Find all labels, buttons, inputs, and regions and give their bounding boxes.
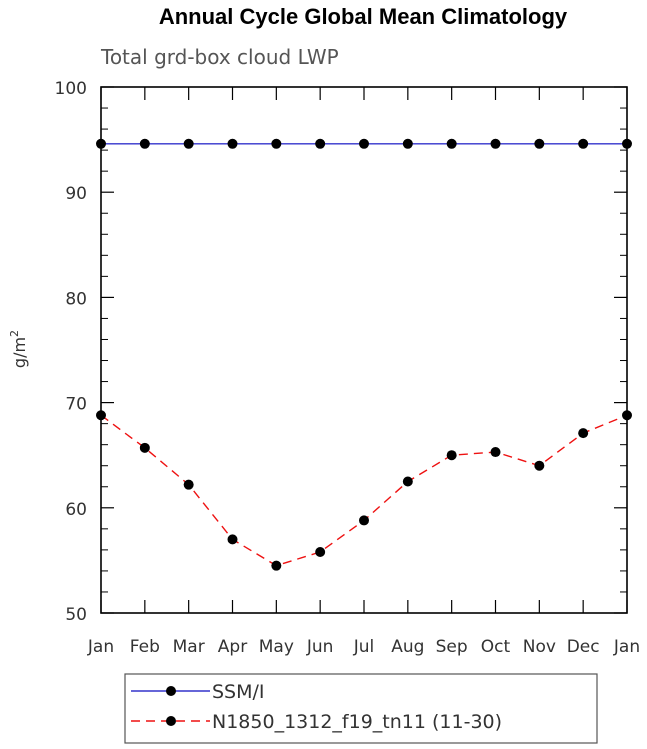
legend-entries: SSM/I N1850_1312_f19_tn11 (11-30) [131, 681, 502, 733]
y-axis-label-unit: g/m [10, 337, 29, 368]
data-point-series-1 [446, 138, 457, 149]
data-point-series-1 [534, 138, 545, 149]
data-point-series-1 [183, 138, 194, 149]
data-point-series-2 [578, 428, 589, 439]
x-tick-label: Nov [523, 637, 556, 657]
legend-box [124, 673, 598, 744]
plot-frame [100, 86, 628, 614]
data-point-series-1 [271, 138, 282, 149]
y-tick-label: 80 [65, 289, 87, 309]
chart-subtitle: Total grd-box cloud LWP [100, 45, 339, 69]
data-point-series-2 [446, 450, 457, 461]
legend-marker-2 [166, 716, 176, 726]
y-tick-label: 100 [55, 79, 87, 99]
y-tick-label: 60 [65, 500, 87, 520]
data-point-series-2 [183, 479, 194, 490]
x-tick-label: Jan [87, 637, 114, 657]
minor-ticks [101, 107, 627, 593]
x-tick-label: Mar [173, 637, 205, 657]
data-point-series-1 [139, 138, 150, 149]
major-ticks [101, 86, 627, 614]
x-tick-label: Aug [391, 637, 424, 657]
x-ticks [100, 87, 628, 613]
y-tick-labels: 50 60 70 80 90 100 [55, 79, 87, 625]
data-point-series-2 [402, 476, 413, 487]
data-point-series-1 [359, 138, 369, 149]
x-tick-label: Jun [306, 637, 334, 657]
data-point-series-2 [534, 460, 545, 471]
legend: SSM/I N1850_1312_f19_tn11 (11-30) [124, 673, 598, 744]
y-axis-label-exponent: 2 [8, 330, 21, 337]
data-point-series-1 [578, 138, 589, 149]
data-point-series-1 [402, 138, 413, 149]
x-tick-label: Jan [613, 637, 640, 657]
data-point-series-2 [359, 515, 369, 526]
y-tick-label: 70 [65, 395, 87, 415]
y-axis-label: g/m2 [8, 330, 29, 368]
data-point-series-2 [271, 560, 282, 571]
x-tick-label: Feb [130, 637, 160, 657]
legend-marker-1 [166, 686, 176, 696]
data-point-series-2 [139, 442, 150, 453]
x-tick-label: Dec [567, 637, 600, 657]
data-point-series-1 [315, 138, 326, 149]
data-point-series-2 [227, 534, 238, 545]
x-tick-label: Sep [436, 637, 468, 657]
legend-label-2: N1850_1312_f19_tn11 (11-30) [212, 711, 502, 733]
data-point-series-2 [490, 447, 501, 458]
x-tick-label: Jul [353, 637, 375, 657]
series-layer [96, 138, 632, 571]
x-tick-label: Apr [218, 637, 247, 657]
data-point-series-1 [227, 138, 238, 149]
data-point-series-2 [315, 546, 326, 557]
x-tick-labels: Jan Feb Mar Apr May Jun Jul Aug Sep Oct Nov Dec Jan [87, 637, 640, 657]
data-point-series-1 [490, 138, 501, 149]
series-line-2 [100, 414, 628, 567]
chart-title: Annual Cycle Global Mean Climatology [159, 4, 568, 29]
y-tick-label: 90 [65, 184, 87, 204]
y-tick-label: 50 [65, 605, 87, 625]
x-tick-label: May [259, 637, 294, 657]
x-tick-label: Oct [481, 637, 511, 657]
legend-label-1: SSM/I [212, 681, 265, 703]
